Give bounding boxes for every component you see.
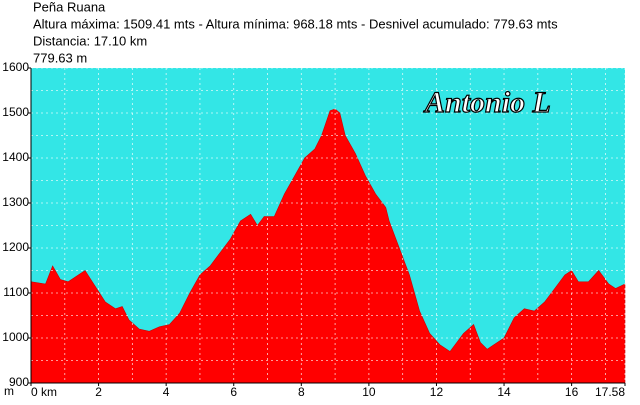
y-tick-label: 1500 bbox=[2, 105, 29, 119]
y-tick-label: 1100 bbox=[3, 285, 29, 299]
x-tick-label: 4 bbox=[163, 385, 170, 399]
x-tick-label: 6 bbox=[230, 385, 237, 399]
chart-subtitle: Altura máxima: 1509.41 mts - Altura míni… bbox=[33, 16, 558, 31]
x-tick-label: 12 bbox=[430, 385, 444, 399]
elevation-area bbox=[30, 108, 626, 384]
x-tick-label: 14 bbox=[497, 385, 511, 399]
x-tick-label: 0 km bbox=[31, 385, 57, 399]
y-tick-label: 1300 bbox=[2, 195, 29, 209]
y-axis-label: m bbox=[4, 384, 14, 398]
x-tick-label: 10 bbox=[362, 385, 376, 399]
distance-text: Distancia: 17.10 km bbox=[33, 33, 147, 48]
chart-title: Peña Ruana bbox=[33, 0, 106, 14]
x-tick-label: 16 bbox=[565, 385, 579, 399]
y-tick-label: 1600 bbox=[2, 60, 29, 74]
x-tick-label: 17.58 bbox=[595, 385, 625, 399]
y-tick-label: 1200 bbox=[2, 240, 29, 254]
y-tick-label: 900 bbox=[9, 375, 29, 389]
x-tick-label: 8 bbox=[298, 385, 305, 399]
cursor-text: 779.63 m bbox=[33, 50, 87, 65]
watermark: Antonio L bbox=[423, 86, 551, 119]
y-tick-label: 1000 bbox=[2, 330, 29, 344]
y-tick-label: 1400 bbox=[2, 150, 29, 164]
x-tick-label: 2 bbox=[95, 385, 102, 399]
